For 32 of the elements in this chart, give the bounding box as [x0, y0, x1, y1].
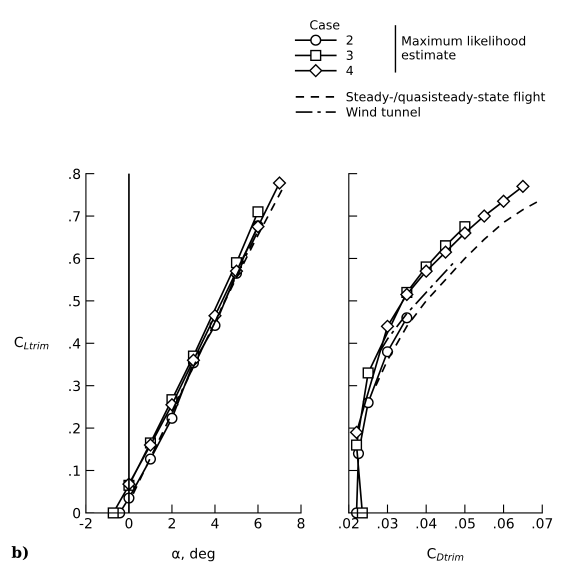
- legend-title: Case: [310, 20, 340, 30]
- x-tick-label: 4: [211, 518, 219, 528]
- text: b): [12, 546, 28, 560]
- y-tick-label: .7: [69, 211, 80, 222]
- x-tick-label: .05: [455, 518, 475, 529]
- y-axis-title: C$_{Ltrim}$: [14, 336, 48, 350]
- x-tick-label: 0: [125, 518, 132, 529]
- legend-label: 3: [346, 50, 353, 60]
- y-tick-label: 0: [73, 508, 80, 518]
- legend-label: 2: [346, 35, 352, 45]
- x-tick-label: .03: [378, 518, 398, 529]
- x-tick-label: .04: [416, 518, 436, 529]
- legend-label: Wind tunnel: [346, 106, 420, 117]
- x-tick-label: 8: [298, 518, 304, 529]
- y-tick-label: .1: [69, 466, 80, 476]
- legend-label: Steady-/quasisteady-state flight: [346, 92, 546, 104]
- x-tick-label: .02: [339, 518, 358, 529]
- x-tick-label: 6: [254, 518, 262, 529]
- x-axis-title: C$_{Dtrim}$: [427, 548, 464, 561]
- y-tick-label: .2: [69, 423, 80, 434]
- x-tick-label: .06: [494, 518, 514, 529]
- y-tick-label: .3: [69, 380, 80, 392]
- y-tick-label: .6: [69, 253, 80, 264]
- legend-label: 4: [346, 66, 353, 76]
- text: Maximum likelihood estimate: [402, 36, 526, 60]
- x-tick-label: 2: [168, 518, 175, 528]
- y-tick-label: .4: [69, 338, 80, 349]
- x-tick-label: -2: [80, 518, 92, 528]
- x-axis-title: α, deg: [172, 548, 214, 562]
- x-tick-label: .07: [532, 518, 552, 529]
- y-tick-label: .8: [69, 168, 80, 180]
- y-tick-label: .5: [69, 296, 80, 306]
